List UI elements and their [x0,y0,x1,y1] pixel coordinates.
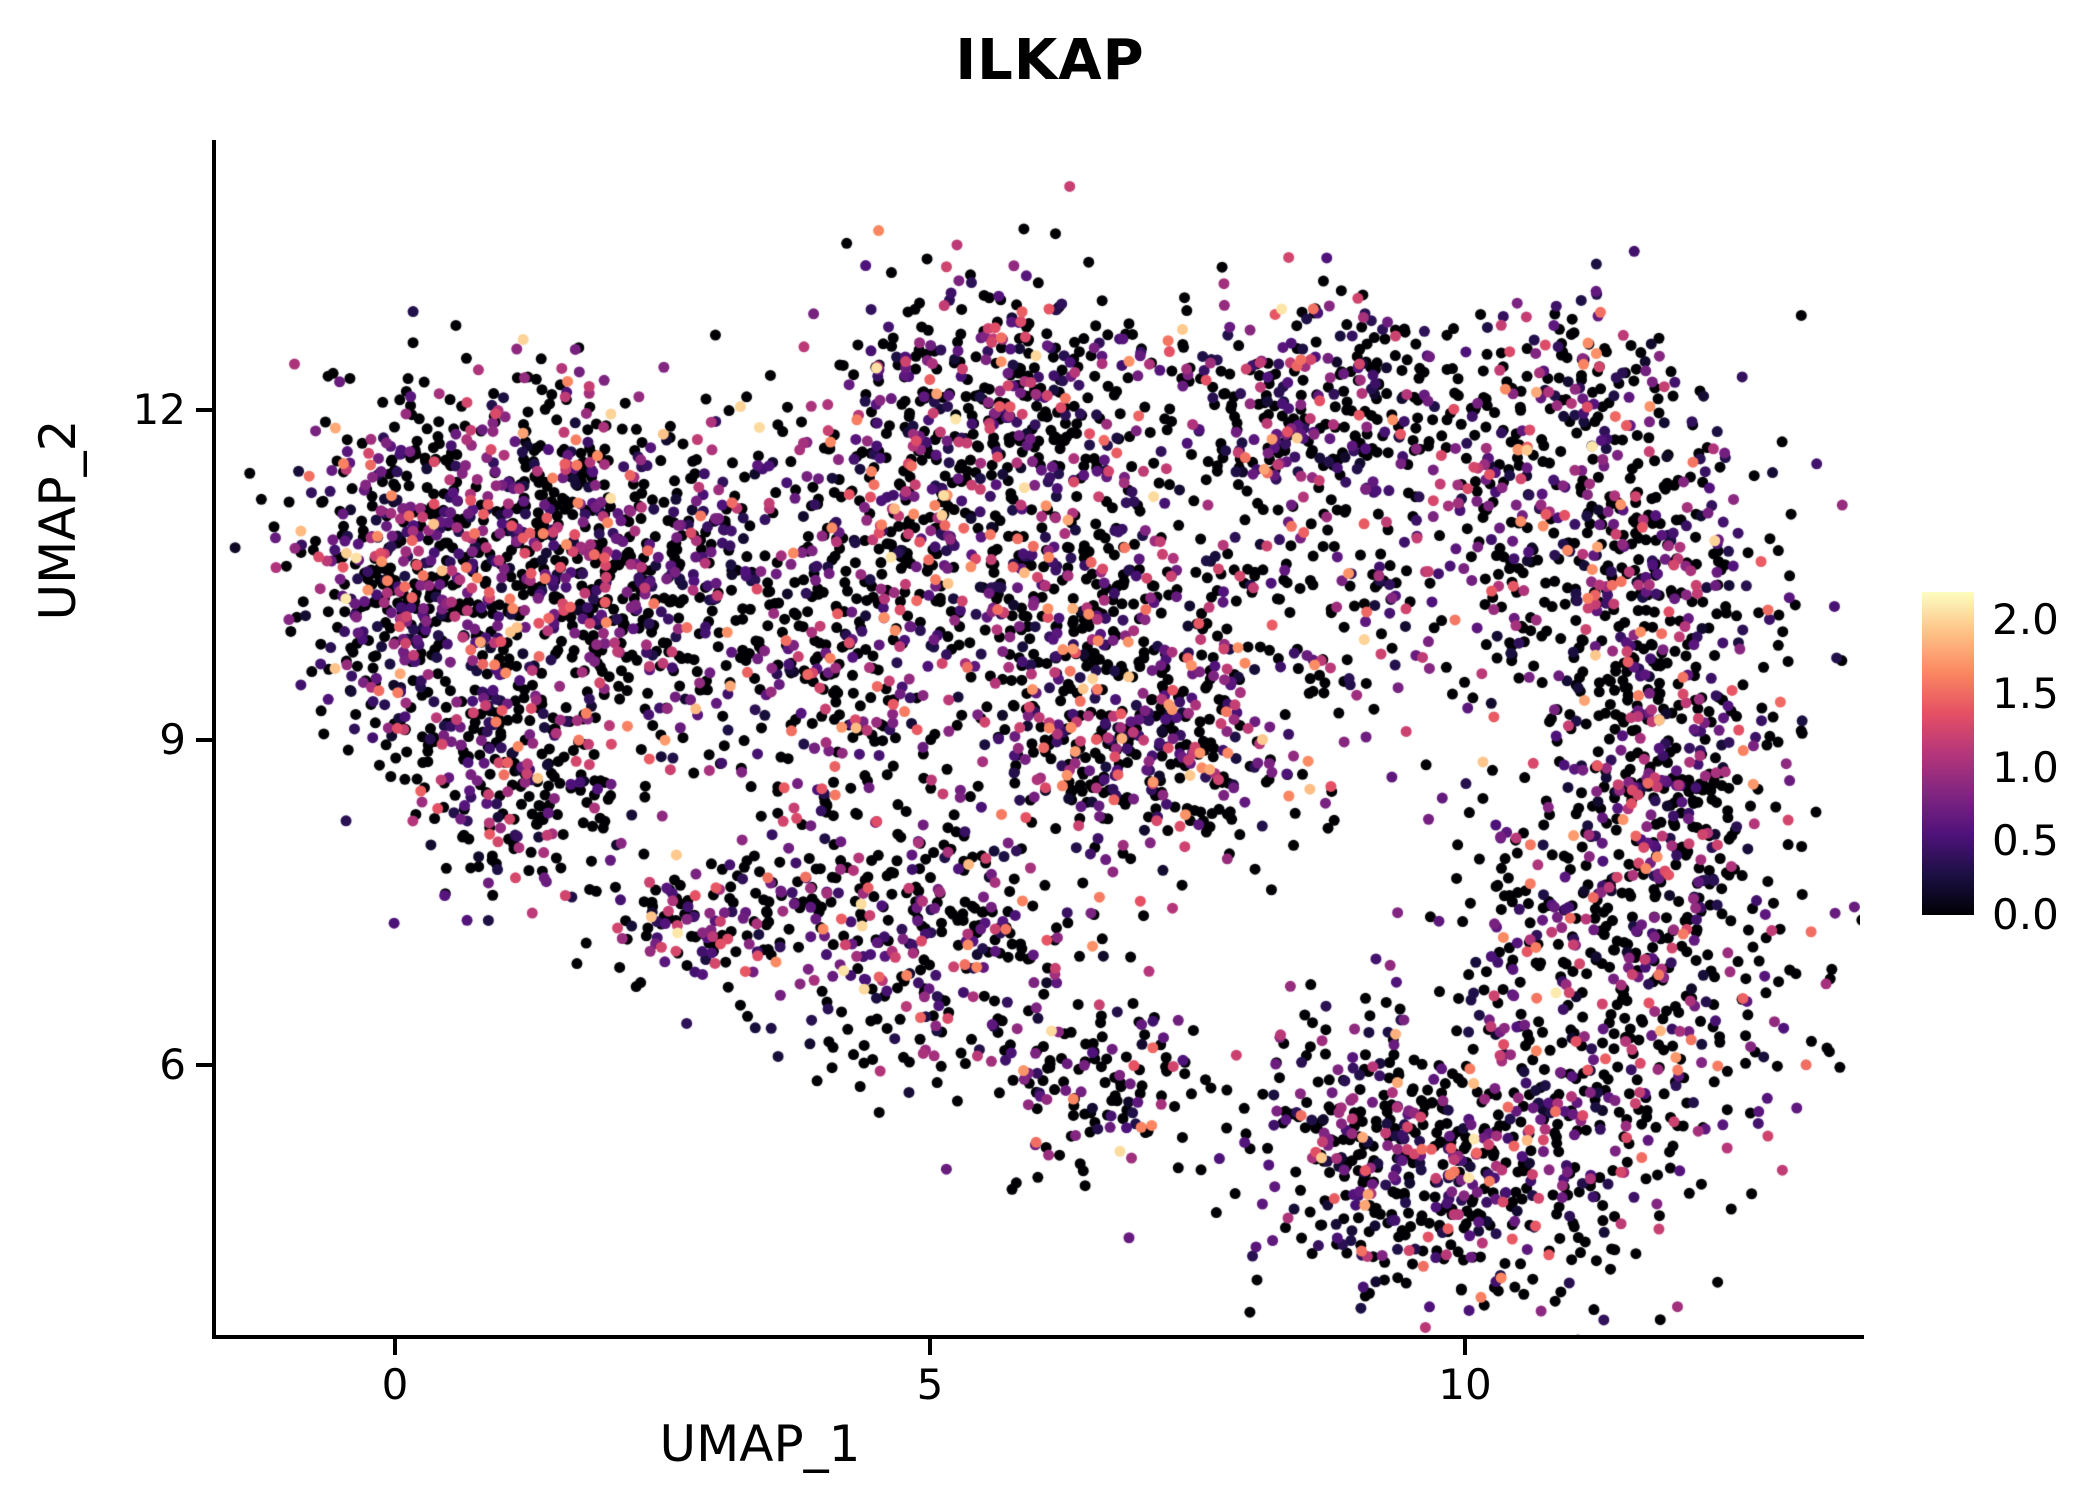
x-axis-line [212,1335,1864,1339]
y-axis-label: UMAP_2 [29,419,87,621]
y-tick-9 [196,738,212,742]
x-axis-label: UMAP_1 [659,1415,861,1473]
x-tick-0 [393,1339,397,1355]
x-tick-label-0: 0 [381,1360,409,1409]
y-tick-label-12: 12 [132,385,186,434]
y-tick-6 [196,1063,212,1067]
colorbar-tick-label-1.5: 1.5 [1992,669,2059,718]
colorbar-tick-label-2.0: 2.0 [1992,595,2059,644]
x-tick-5 [928,1339,932,1355]
x-tick-label-10: 10 [1438,1360,1492,1409]
y-tick-label-9: 9 [159,715,186,764]
x-tick-10 [1463,1339,1467,1355]
x-tick-label-5: 5 [916,1360,944,1409]
page-title: ILKAP [955,28,1145,93]
colorbar-tick-label-0.5: 0.5 [1992,816,2059,865]
colorbar-gradient [1922,592,1974,915]
y-tick-label-6: 6 [159,1040,186,1089]
y-axis-line [212,140,216,1339]
y-tick-12 [196,408,212,412]
colorbar-tick-label-0.0: 0.0 [1992,890,2059,939]
colorbar-tick-label-1.0: 1.0 [1992,743,2059,792]
umap-canvas [215,140,1860,1335]
